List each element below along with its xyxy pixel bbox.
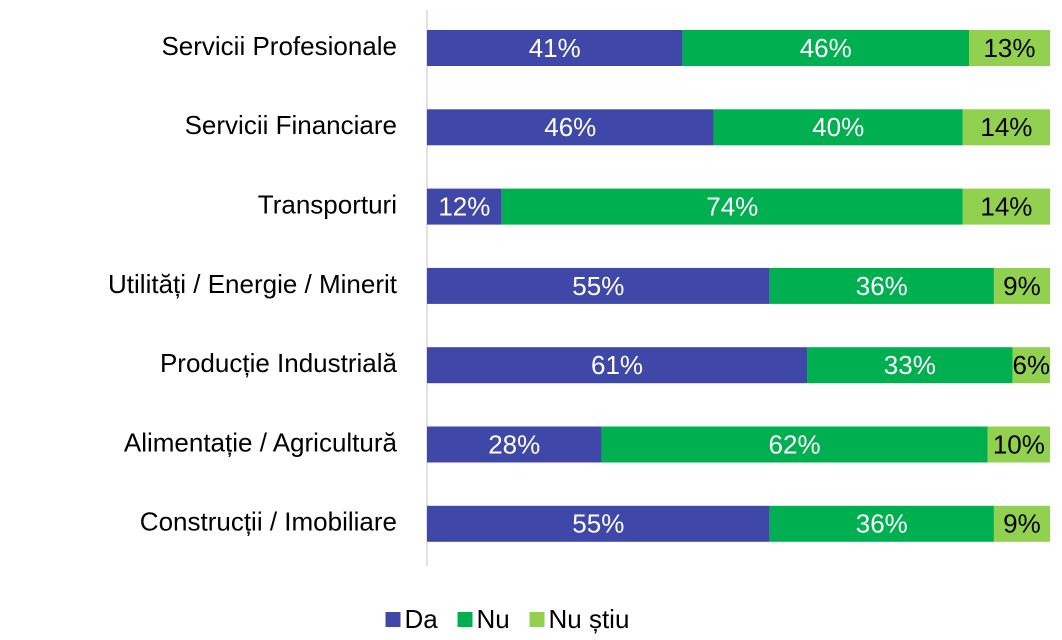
- category-label: Producție Industrială: [160, 348, 398, 378]
- legend-swatch: [385, 612, 401, 627]
- bar-segment: [682, 30, 970, 66]
- data-label: 46%: [544, 112, 596, 142]
- bar-segment: [807, 347, 1013, 384]
- bar-segment: [427, 30, 683, 66]
- data-label: 74%: [706, 191, 758, 221]
- data-label: 33%: [884, 350, 936, 380]
- data-label: 14%: [980, 112, 1032, 142]
- data-label: 28%: [488, 429, 540, 459]
- data-label: 55%: [572, 271, 624, 301]
- bar-segment: [427, 347, 808, 384]
- data-label: 62%: [769, 429, 821, 459]
- data-label: 14%: [980, 191, 1032, 221]
- data-label: 12%: [438, 191, 490, 221]
- legend-label: Nu știu: [549, 604, 630, 634]
- data-label: 9%: [1003, 509, 1041, 539]
- category-label: Servicii Financiare: [185, 110, 397, 140]
- bar-segment: [601, 426, 988, 463]
- bar-segment: [962, 188, 1050, 225]
- data-label: 9%: [1003, 271, 1041, 301]
- legend-swatch: [457, 612, 473, 627]
- bar-segment: [713, 109, 963, 146]
- legend-swatch: [529, 612, 545, 627]
- bar-segment: [969, 30, 1050, 66]
- data-label: 41%: [529, 33, 581, 63]
- data-label: 10%: [993, 429, 1045, 459]
- bar-segment: [427, 267, 770, 304]
- bar-segment: [427, 426, 602, 463]
- bar-segment: [769, 267, 994, 304]
- data-label: 36%: [856, 509, 908, 539]
- legend-label: Nu: [477, 604, 510, 634]
- data-label: 55%: [572, 509, 624, 539]
- bar-segment: [993, 505, 1050, 542]
- category-label: Construcții / Imobiliare: [140, 507, 397, 537]
- bar-segment: [987, 426, 1050, 463]
- data-label: 61%: [591, 350, 643, 380]
- data-label: 36%: [856, 271, 908, 301]
- bar-segment: [427, 109, 714, 146]
- bar-segment: [501, 188, 963, 225]
- data-label: 40%: [812, 112, 864, 142]
- data-label: 6%: [1013, 350, 1051, 380]
- category-label: Transporturi: [258, 189, 397, 219]
- data-label: 13%: [983, 33, 1035, 63]
- legend-label: Da: [405, 604, 439, 634]
- data-label: 46%: [800, 33, 852, 63]
- bar-segment: [427, 505, 770, 542]
- category-label: Alimentație / Agricultură: [124, 427, 398, 457]
- bar-segment: [993, 267, 1050, 304]
- category-label: Servicii Profesionale: [161, 31, 397, 61]
- category-label: Utilități / Energie / Minerit: [108, 269, 398, 299]
- bar-segment: [427, 188, 502, 225]
- bar-segment: [962, 109, 1050, 146]
- bar-segment: [1012, 347, 1050, 384]
- bar-segment: [769, 505, 994, 542]
